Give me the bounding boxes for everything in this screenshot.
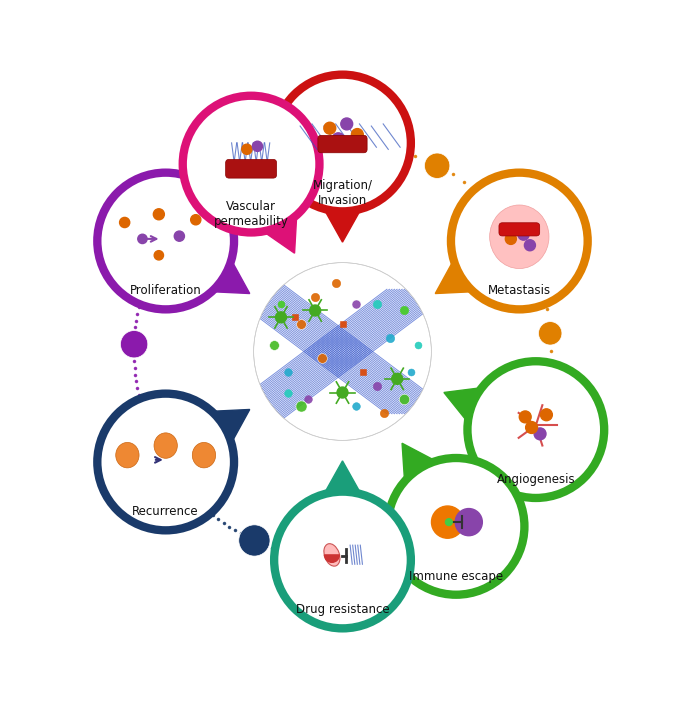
Polygon shape: [262, 214, 297, 253]
Ellipse shape: [116, 442, 139, 468]
Circle shape: [451, 173, 588, 309]
FancyBboxPatch shape: [225, 160, 277, 178]
Text: Immune escape: Immune escape: [409, 569, 503, 583]
Text: Migration/
Invasion: Migration/ Invasion: [312, 179, 373, 207]
Circle shape: [525, 422, 538, 434]
Polygon shape: [323, 461, 362, 495]
Circle shape: [351, 129, 363, 141]
Circle shape: [388, 458, 525, 595]
Ellipse shape: [490, 205, 549, 269]
Circle shape: [538, 321, 562, 345]
Circle shape: [488, 472, 516, 499]
Circle shape: [154, 251, 164, 260]
Ellipse shape: [192, 442, 216, 468]
Circle shape: [506, 233, 516, 245]
Circle shape: [519, 411, 531, 423]
Circle shape: [239, 525, 270, 556]
Circle shape: [432, 506, 464, 538]
Circle shape: [253, 263, 432, 440]
Text: Vascular
permeability: Vascular permeability: [214, 200, 288, 228]
Circle shape: [332, 133, 344, 145]
Circle shape: [266, 141, 290, 165]
Polygon shape: [210, 259, 250, 294]
Wedge shape: [325, 555, 339, 562]
Text: Angiogenesis: Angiogenesis: [497, 473, 575, 486]
Ellipse shape: [154, 433, 177, 458]
Circle shape: [425, 153, 450, 179]
Circle shape: [121, 330, 148, 358]
Circle shape: [467, 361, 604, 498]
Circle shape: [525, 240, 536, 251]
Circle shape: [183, 96, 319, 233]
Circle shape: [456, 508, 482, 536]
FancyBboxPatch shape: [318, 136, 367, 153]
Circle shape: [274, 75, 411, 212]
Circle shape: [275, 312, 286, 323]
Polygon shape: [402, 443, 437, 482]
Circle shape: [190, 214, 201, 225]
Polygon shape: [323, 208, 362, 242]
Circle shape: [329, 129, 356, 157]
FancyBboxPatch shape: [499, 223, 540, 236]
Circle shape: [384, 540, 409, 566]
Circle shape: [337, 387, 348, 398]
Circle shape: [392, 373, 403, 385]
Ellipse shape: [324, 543, 340, 566]
Circle shape: [274, 491, 411, 628]
Circle shape: [534, 428, 546, 440]
Circle shape: [324, 122, 336, 134]
Polygon shape: [444, 387, 483, 423]
Circle shape: [97, 173, 234, 309]
Text: Metastasis: Metastasis: [488, 285, 551, 297]
Circle shape: [310, 305, 321, 316]
Circle shape: [445, 519, 452, 526]
Circle shape: [153, 209, 164, 220]
Polygon shape: [435, 259, 475, 294]
Circle shape: [120, 217, 129, 228]
Circle shape: [174, 231, 184, 241]
Text: Recurrence: Recurrence: [132, 505, 199, 518]
Circle shape: [252, 141, 262, 151]
Circle shape: [540, 409, 552, 420]
Circle shape: [536, 376, 560, 399]
Circle shape: [341, 118, 353, 130]
Circle shape: [138, 234, 147, 243]
Text: Proliferation: Proliferation: [129, 285, 201, 297]
Polygon shape: [210, 409, 250, 444]
Text: Drug resistance: Drug resistance: [296, 603, 389, 617]
Circle shape: [242, 144, 252, 155]
Circle shape: [189, 183, 216, 210]
Circle shape: [97, 394, 234, 530]
Circle shape: [518, 229, 529, 240]
